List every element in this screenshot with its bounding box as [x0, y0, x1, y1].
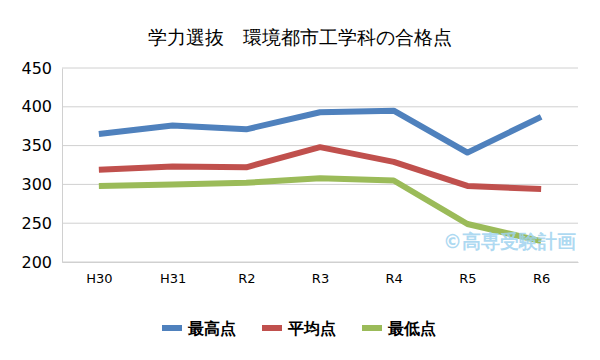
x-tick: R6	[533, 262, 550, 286]
x-axis-line	[63, 262, 579, 263]
x-tick-label: R2	[238, 271, 255, 286]
y-tick: 350	[21, 136, 62, 155]
legend-label: 最低点	[387, 319, 436, 338]
x-tick-label: R5	[459, 271, 476, 286]
series-lines	[99, 111, 541, 241]
x-tick-label: H31	[160, 271, 186, 286]
legend-item: 最低点	[362, 319, 436, 338]
y-tick: 300	[21, 175, 62, 194]
y-tick: 400	[21, 97, 62, 116]
legend-item: 最高点	[162, 319, 236, 338]
y-tick: 250	[21, 214, 62, 233]
legend-label: 最高点	[187, 319, 236, 338]
y-tick: 200	[21, 253, 62, 272]
x-tick: H31	[160, 262, 186, 286]
x-tick: R3	[312, 262, 329, 286]
grid-line	[62, 262, 578, 263]
grid-line	[62, 106, 578, 107]
legend-label: 平均点	[287, 319, 336, 338]
y-axis: 200 250 300 350 400 450	[21, 59, 62, 272]
annotation: ©高専受験計画	[443, 230, 576, 252]
y-tick-label: 200	[21, 253, 52, 272]
x-axis: H30 H31 R2 R3 R4 R5 R6	[63, 262, 579, 286]
x-tick: H30	[86, 262, 112, 286]
legend-swatch	[162, 325, 182, 331]
y-tick: 450	[21, 59, 62, 78]
x-tick-label: H30	[86, 271, 112, 286]
legend-swatch	[262, 325, 282, 331]
y-tick-label: 300	[21, 175, 52, 194]
y-axis-line	[62, 69, 63, 263]
legend-item: 平均点	[262, 319, 336, 338]
x-tick-label: R6	[533, 271, 550, 286]
x-tick: R2	[238, 262, 255, 286]
title: 学力選抜 環境都市工学科の合格点	[148, 26, 452, 48]
y-tick-label: 350	[21, 136, 52, 155]
legend: 最高点 平均点 最低点	[162, 319, 436, 338]
x-tick: R5	[459, 262, 476, 286]
legend-swatch	[362, 325, 382, 331]
y-tick-label: 450	[21, 59, 52, 78]
y-tick-label: 250	[21, 214, 52, 233]
x-tick: R4	[386, 262, 403, 286]
grid	[62, 68, 578, 262]
grid-line	[62, 223, 578, 224]
x-tick-label: R4	[386, 271, 403, 286]
y-tick-label: 400	[21, 97, 52, 116]
grid-line	[62, 68, 578, 69]
x-tick-label: R3	[312, 271, 329, 286]
chart: 学力選抜 環境都市工学科の合格点 200 250 300 350 400 450 H30 H31…	[0, 0, 600, 360]
